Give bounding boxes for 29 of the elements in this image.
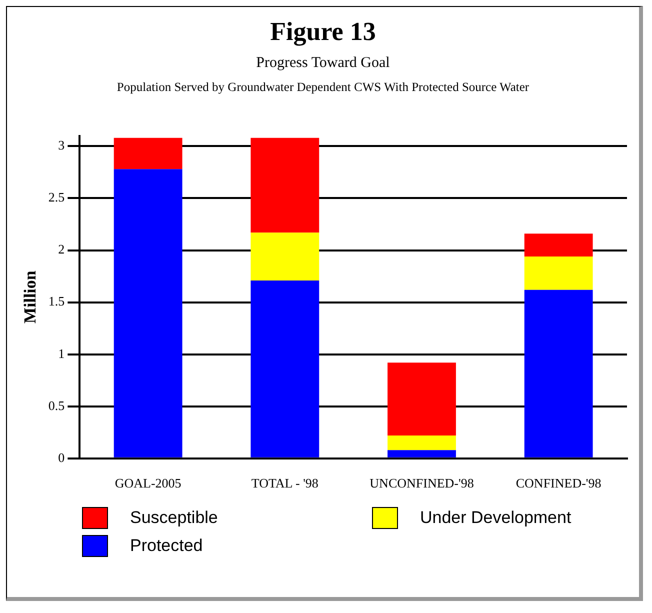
y-tick-label: 0.5 <box>48 398 65 413</box>
x-tick-label: UNCONFINED-'98 <box>370 476 474 491</box>
bar <box>114 138 182 170</box>
x-tick-label: TOTAL - '98 <box>251 476 318 491</box>
y-tick-label: 1 <box>58 346 65 361</box>
bar <box>524 256 593 290</box>
y-tick-label: 0 <box>58 450 65 465</box>
chart-title: Figure 13 <box>269 17 377 47</box>
y-axis-title: Million <box>20 270 40 324</box>
legend-label: Susceptible <box>130 508 218 528</box>
bar <box>524 234 593 257</box>
bar <box>388 450 456 458</box>
y-tick-label: 2 <box>58 242 65 257</box>
x-tick-label: GOAL-2005 <box>114 476 182 491</box>
legend-label: Under Development <box>420 508 572 528</box>
bar <box>524 290 593 458</box>
text: Population Served by Groundwater Dependent CWS With Protected Source Water <box>116 80 530 95</box>
y-tick-label: 1.5 <box>48 294 65 309</box>
bar <box>388 436 456 450</box>
chart-subtitle: Progress Toward Goal <box>255 55 391 72</box>
legend-label: Protected <box>130 536 203 556</box>
bar <box>250 138 320 233</box>
bar <box>388 362 456 436</box>
bar <box>250 232 320 280</box>
bar <box>114 169 182 458</box>
y-tick-label: 2.5 <box>48 190 65 205</box>
x-tick-label: CONFINED-'98 <box>516 476 602 491</box>
y-tick-label: 3 <box>58 138 65 153</box>
bar <box>250 280 320 458</box>
